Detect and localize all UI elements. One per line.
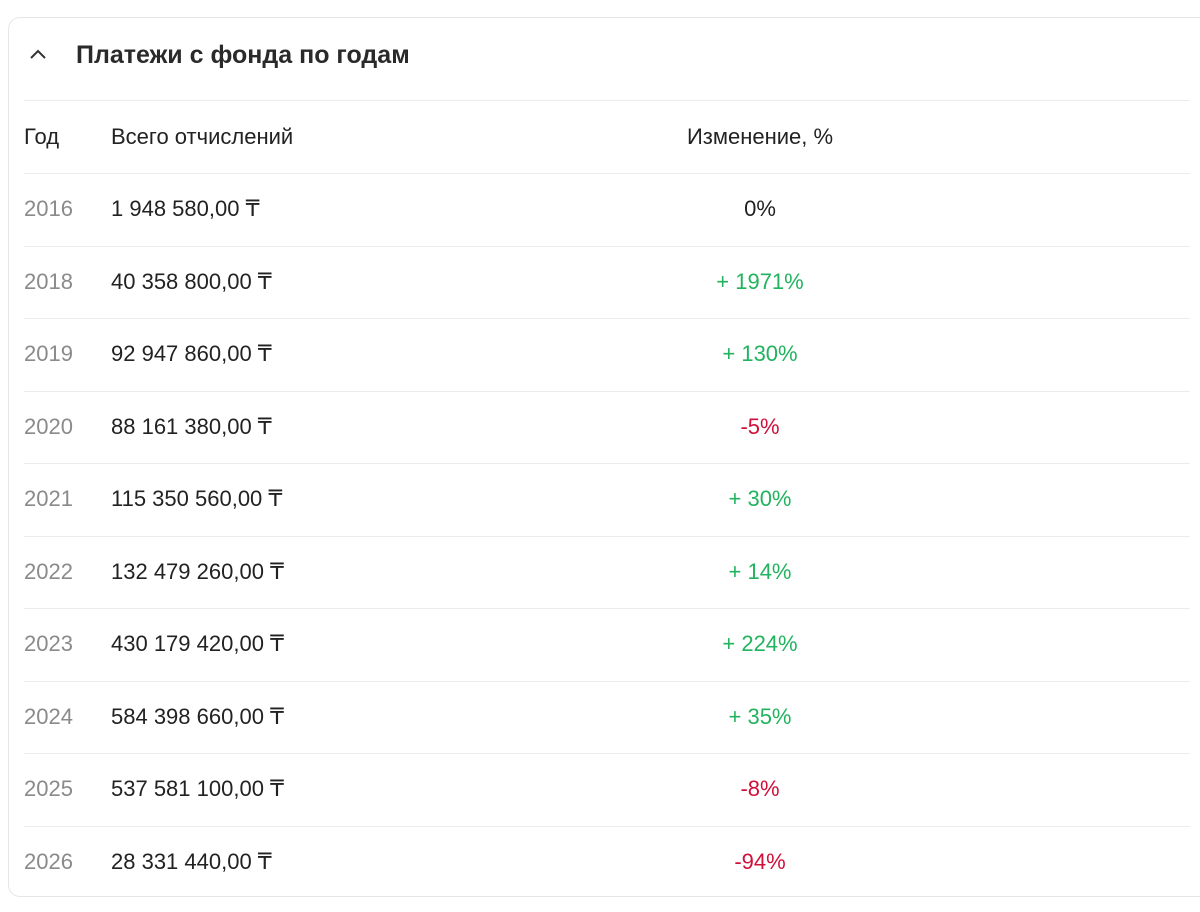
divider xyxy=(24,318,1190,319)
column-header: Всего отчислений xyxy=(111,124,294,149)
year-cell: 2018 xyxy=(24,268,73,294)
divider xyxy=(24,753,1190,754)
change-cell: + 130% xyxy=(722,341,798,366)
divider xyxy=(24,608,1190,609)
amount-cell: 1 948 580,00 ₸ xyxy=(111,196,260,221)
amount-cell: 584 398 660,00 ₸ xyxy=(111,703,285,729)
card xyxy=(8,17,1200,897)
amount-cell: 132 479 260,00 ₸ xyxy=(111,558,285,584)
divider xyxy=(24,463,1190,464)
change-cell: 0% xyxy=(744,196,776,221)
amount-cell: 92 947 860,00 ₸ xyxy=(111,341,272,366)
year-cell: 2020 xyxy=(24,413,73,439)
collapse-toggle[interactable] xyxy=(28,44,48,64)
amount-cell: 430 179 420,00 ₸ xyxy=(111,631,285,656)
divider xyxy=(24,825,1190,827)
year-cell: 2025 xyxy=(24,776,73,801)
year-cell: 2019 xyxy=(24,341,73,366)
card-title: Платежи с фонда по годам xyxy=(76,41,410,69)
divider xyxy=(24,390,1190,392)
divider xyxy=(24,680,1190,682)
column-header: Изменение, % xyxy=(686,124,834,149)
year-cell: 2022 xyxy=(24,558,73,584)
divider xyxy=(24,245,1190,247)
divider xyxy=(24,100,1190,101)
amount-cell: 88 161 380,00 ₸ xyxy=(111,413,272,439)
amount-cell: 115 350 560,00 ₸ xyxy=(111,486,283,511)
divider xyxy=(24,535,1190,537)
amount-cell: 537 581 100,00 ₸ xyxy=(111,776,285,801)
change-cell: -5% xyxy=(740,413,780,439)
change-cell: + 35% xyxy=(728,703,792,729)
year-cell: 2016 xyxy=(24,196,73,221)
year-cell: 2021 xyxy=(24,486,73,511)
change-cell: + 1971% xyxy=(716,268,804,294)
year-cell: 2023 xyxy=(24,631,73,656)
year-cell: 2024 xyxy=(24,703,73,729)
amount-cell: 28 331 440,00 ₸ xyxy=(111,848,272,874)
year-cell: 2026 xyxy=(24,848,73,874)
change-cell: + 14% xyxy=(728,558,792,584)
amount-cell: 40 358 800,00 ₸ xyxy=(111,268,272,294)
column-header: Год xyxy=(24,124,60,149)
change-cell: + 30% xyxy=(728,486,792,511)
change-cell: -94% xyxy=(734,848,786,874)
divider xyxy=(24,173,1190,174)
change-cell: + 224% xyxy=(722,631,798,656)
change-cell: -8% xyxy=(740,776,780,801)
